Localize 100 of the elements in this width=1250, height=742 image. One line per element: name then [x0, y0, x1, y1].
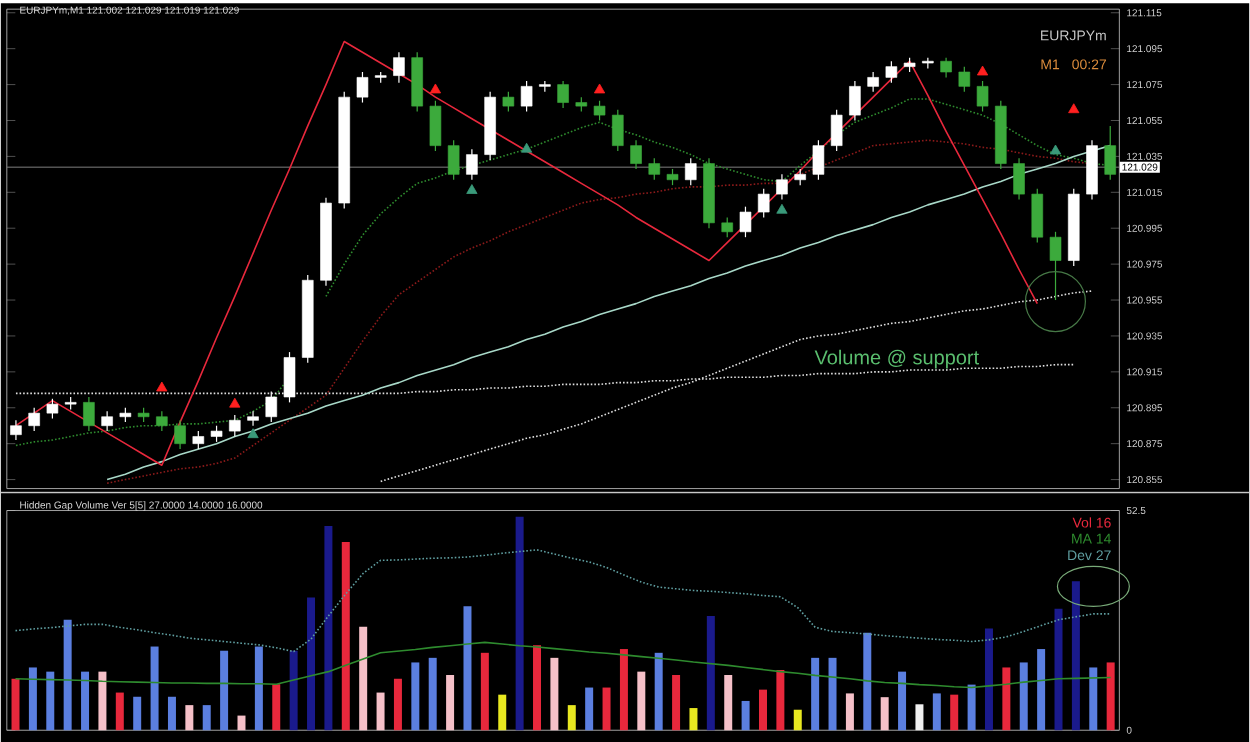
candlestick	[885, 60, 898, 84]
bar	[307, 597, 316, 731]
bar	[898, 671, 907, 731]
point	[156, 381, 168, 392]
bar	[480, 652, 489, 731]
candlestick	[684, 157, 697, 186]
bar	[289, 650, 298, 731]
candlestick	[520, 80, 533, 113]
bar	[950, 694, 959, 731]
bar	[115, 692, 124, 731]
bar	[672, 674, 681, 731]
point	[429, 83, 442, 94]
point	[247, 428, 259, 438]
bar	[724, 674, 733, 731]
bar	[1089, 667, 1098, 731]
bar	[828, 657, 837, 731]
bar	[150, 646, 159, 731]
bar	[811, 657, 820, 731]
bar	[619, 648, 628, 731]
candlestick	[940, 56, 952, 78]
bar	[741, 700, 750, 731]
candlestick	[502, 91, 515, 113]
bar	[984, 628, 993, 731]
point	[229, 397, 241, 408]
point	[976, 65, 989, 76]
candlestick	[10, 419, 22, 441]
bar	[863, 632, 872, 731]
candlestick	[466, 148, 478, 181]
point	[466, 184, 478, 194]
candlestick	[83, 396, 95, 432]
bar	[133, 696, 142, 731]
candlestick	[830, 109, 843, 152]
bar	[967, 684, 976, 731]
bar	[81, 671, 90, 731]
bar	[202, 705, 211, 731]
candlestick	[1104, 125, 1117, 181]
bar	[1037, 648, 1046, 731]
bar	[585, 687, 594, 731]
bar	[1002, 667, 1011, 731]
annotation: Volume @ support	[814, 349, 979, 369]
bar	[932, 693, 941, 731]
bar	[11, 678, 20, 731]
point	[593, 83, 606, 94]
bar	[46, 671, 55, 731]
bar	[272, 684, 281, 731]
candlestick	[1013, 157, 1025, 200]
candlestick	[447, 139, 460, 181]
candlestick	[28, 407, 40, 432]
bar	[498, 694, 507, 731]
bar	[324, 525, 333, 731]
point	[776, 203, 788, 214]
bar	[776, 669, 785, 731]
bar	[376, 692, 385, 731]
bar	[793, 709, 802, 731]
candlestick	[393, 51, 405, 84]
bar	[759, 689, 767, 731]
candlestick	[46, 398, 59, 420]
candlestick	[976, 80, 989, 113]
candlestick	[648, 157, 661, 181]
bar	[98, 671, 107, 731]
candlestick	[283, 351, 296, 403]
candlestick	[174, 419, 186, 450]
candlestick	[867, 71, 879, 93]
bar	[254, 646, 263, 731]
bar	[63, 619, 72, 731]
candlestick	[593, 100, 606, 121]
bar	[602, 687, 611, 731]
bar	[1054, 608, 1063, 731]
candlestick	[1031, 188, 1044, 244]
candlestick	[739, 205, 752, 238]
candlestick	[101, 410, 113, 432]
bar	[845, 693, 854, 731]
bar	[28, 667, 37, 731]
candlestick	[630, 139, 642, 170]
candlestick	[721, 216, 733, 238]
candlestick	[557, 80, 569, 109]
bar	[567, 705, 576, 731]
bar	[1019, 662, 1028, 731]
bar	[880, 697, 889, 731]
bar	[185, 705, 194, 731]
bar	[1071, 581, 1080, 731]
point	[521, 142, 533, 153]
bar	[550, 657, 559, 731]
bar	[167, 696, 176, 731]
candlestick	[247, 410, 259, 427]
bar	[515, 516, 524, 731]
candlestick	[612, 109, 624, 152]
bar	[1106, 662, 1115, 731]
bar	[654, 652, 663, 731]
bar	[463, 606, 472, 731]
bar	[341, 541, 350, 731]
candlestick	[922, 56, 934, 69]
bar	[393, 678, 402, 731]
candlestick	[757, 188, 770, 218]
point	[1049, 144, 1062, 155]
candlestick	[776, 173, 788, 200]
candlestick	[812, 139, 825, 181]
candlestick	[265, 390, 278, 423]
point	[1068, 103, 1080, 114]
bar	[220, 650, 229, 731]
